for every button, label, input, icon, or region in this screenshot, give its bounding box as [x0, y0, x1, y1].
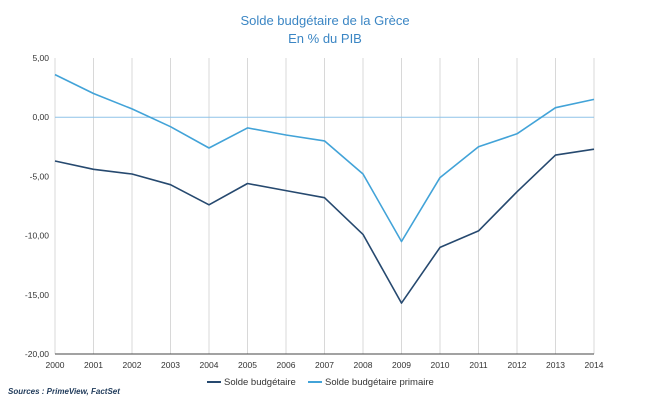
chart-title: Solde budgétaire de la Grèce [240, 13, 409, 28]
y-tick-label: 0,00 [32, 112, 49, 122]
chart-subtitle: En % du PIB [288, 31, 362, 46]
y-axis-ticks: 5,00 0,00 -5,00 -10,00 -15,00 -20,00 [25, 53, 49, 359]
x-tick-label: 2005 [238, 360, 257, 370]
x-tick-label: 2008 [354, 360, 373, 370]
x-tick-label: 2001 [84, 360, 103, 370]
x-tick-label: 2011 [469, 360, 488, 370]
x-tick-label: 2000 [46, 360, 65, 370]
x-tick-label: 2007 [315, 360, 334, 370]
x-tick-label: 2014 [585, 360, 604, 370]
y-tick-label: 5,00 [32, 53, 49, 63]
x-tick-label: 2013 [546, 360, 565, 370]
x-axis-ticks: 2000 2001 2002 2003 2004 2005 2006 2007 2008 2009… [46, 360, 604, 370]
legend: Solde budgétaire Solde budgétaire primair… [207, 377, 434, 388]
y-tick-label: -20,00 [25, 349, 49, 359]
x-tick-label: 2010 [431, 360, 450, 370]
source-note: Sources : PrimeView, FactSet [8, 387, 120, 396]
series-line [54, 73, 595, 243]
y-tick-label: -5,00 [30, 171, 50, 181]
legend-label: Solde budgétaire primaire [325, 377, 434, 388]
y-tick-label: -15,00 [25, 290, 49, 300]
x-tick-label: 2002 [123, 360, 142, 370]
legend-label: Solde budgétaire [224, 377, 296, 388]
x-tick-label: 2004 [200, 360, 219, 370]
x-tick-label: 2009 [392, 360, 411, 370]
series-lines [54, 73, 595, 304]
grid [54, 58, 595, 354]
x-tick-label: 2012 [508, 360, 527, 370]
y-tick-label: -10,00 [25, 231, 49, 241]
x-tick-label: 2003 [161, 360, 180, 370]
x-tick-label: 2006 [277, 360, 296, 370]
series-line [54, 148, 595, 304]
